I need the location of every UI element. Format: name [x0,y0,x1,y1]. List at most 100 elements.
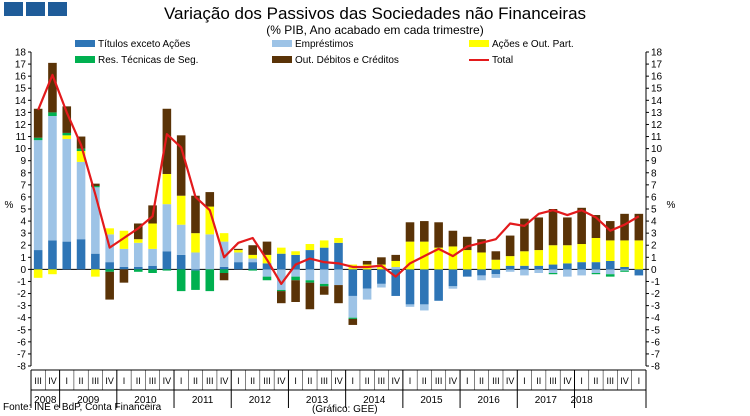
bar-acoes [291,251,300,255]
bar-out_debitos [434,222,443,248]
quarter-label: I [180,376,183,386]
y-tick-label-right: -2 [651,289,660,300]
bar-acoes [277,247,286,254]
bar-emprestimos [605,269,615,275]
y-tick-label-right: 2 [651,241,657,252]
bar-emprestimos [119,248,129,267]
y-tick-label-right: 9 [651,156,657,167]
bar-res_tecnicas [319,283,329,287]
bar-titulos [505,265,515,270]
bar-out_debitos [577,207,586,245]
legend-label-out_debitos: Out. Débitos e Créditos [295,55,399,66]
bar-res_tecnicas [620,270,629,272]
bar-emprestimos [420,304,429,311]
year-label: 2012 [249,395,272,406]
bar-res_tecnicas [291,276,300,281]
bar-titulos [219,266,229,270]
bar-titulos [76,239,86,270]
bar-acoes [391,260,400,267]
legend-label-total: Total [492,55,513,66]
bar-acoes [563,245,572,264]
y-tick-label-left: 9 [20,156,26,167]
logo-square-3 [48,2,67,16]
bar-emprestimos [305,269,315,281]
y-tick-label-right: 10 [651,144,663,155]
quarter-label: IV [620,376,629,386]
quarter-label: IV [48,376,57,386]
y-tick-label-right: 1 [651,253,657,264]
y-tick-label-left: -5 [17,325,26,336]
bar-titulos [277,253,286,270]
bar-acoes [219,233,229,242]
bar-titulos [548,264,558,270]
bar-out_debitos [548,209,558,246]
bar-out_debitos [262,241,272,255]
year-label: 2010 [134,395,157,406]
bar-emprestimos [76,161,86,240]
y-tick-label-right: 15 [651,84,663,95]
bar-acoes [462,250,472,270]
quarter-label: II [193,376,198,386]
year-label: 2018 [571,395,594,406]
year-label: 2016 [478,395,501,406]
bar-titulos [591,262,601,270]
y-tick-label-right: -6 [651,337,660,348]
bar-emprestimos [91,187,100,254]
bar-emprestimos [591,269,601,273]
bar-titulos [191,269,200,271]
bar-emprestimos [48,116,57,241]
year-label: 2015 [420,395,443,406]
bar-res_tecnicas [105,269,114,272]
y-tick-label-right: 8 [651,168,657,179]
bar-titulos [520,265,529,270]
y-tick-label-left: -8 [17,362,26,373]
bar-emprestimos [520,269,529,276]
quarter-label: II [593,376,598,386]
year-label: 2009 [77,395,100,406]
x-axis: III IV I II III IV I II III IV I II III IV I II III IV I II… [30,369,647,408]
bar-titulos [62,241,72,270]
y-tick-label-right: -5 [651,325,660,336]
footer-source: Fonte: INE e BdP, Conta Financeira [3,402,162,413]
quarter-label: IV [334,376,343,386]
bar-out_debitos [634,213,644,241]
bar-acoes [205,206,215,235]
bar-res_tecnicas [33,137,43,141]
y-tick-label-right: 13 [651,108,663,119]
y-tick-label-left: -3 [17,301,26,312]
y-tick-label-left: 8 [20,168,26,179]
quarter-label: II [479,376,484,386]
bar-out_debitos [491,251,501,260]
bar-titulos [33,250,43,270]
year-label: 2013 [306,395,329,406]
y-tick-label-right: 4 [651,217,657,228]
quarter-label: III [34,376,42,386]
quarter-label: I [237,376,240,386]
bar-titulos [162,251,172,270]
bar-acoes [405,241,415,270]
y-tick-label-left: 6 [20,192,26,203]
bar-acoes [62,135,72,139]
bar-titulos [248,262,257,270]
quarter-label: III [549,376,557,386]
y-tick-label-left: 17 [15,60,27,71]
quarter-label: IV [563,376,572,386]
bar-out_debitos [305,282,315,310]
bar-titulos [105,262,114,270]
y-tick-label-left: 16 [15,72,27,83]
y-tick-label-left: 12 [15,120,27,131]
bar-titulos [491,269,501,275]
bar-out_debitos [477,239,486,253]
bar-emprestimos [577,269,586,276]
bar-emprestimos [391,266,400,270]
bar-emprestimos [563,269,572,277]
bar-acoes [334,237,343,243]
bar-titulos [405,269,415,305]
bar-res_tecnicas [205,269,215,292]
bar-titulos [434,269,443,301]
bar-out_debitos [620,213,629,241]
y-tick-label-left: 4 [20,217,26,228]
quarter-label: IV [220,376,229,386]
bar-out_debitos [505,235,515,257]
bar-res_tecnicas [91,186,100,188]
